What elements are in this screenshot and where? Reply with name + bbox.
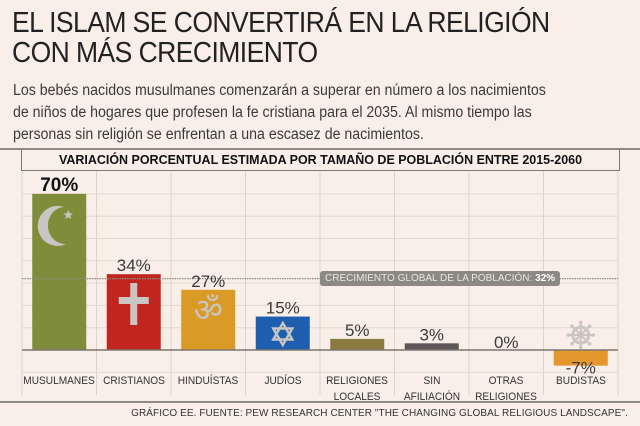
category-label-line: MUSULMANES: [23, 375, 95, 387]
title-line-2: CON MÁS CRECIMIENTO: [12, 37, 318, 69]
data-label-1: 70%: [40, 175, 78, 196]
bar-6: [404, 343, 459, 350]
reference-line-text: CRECIMIENTO GLOBAL DE LA POBLACIÓN:: [325, 273, 533, 285]
chart-title: VARIACIÓN PORCENTUAL ESTIMADA POR TAMAÑO…: [58, 152, 583, 167]
data-label-8: -7%: [566, 359, 596, 378]
category-label: OTRAS RELIGIONES: [469, 373, 543, 405]
data-label-7: 0%: [494, 333, 519, 352]
chart-title-box: VARIACIÓN PORCENTUAL ESTIMADA POR TAMAÑO…: [21, 150, 620, 171]
category-label-line: OTRAS: [488, 375, 524, 387]
data-label-6: 3%: [419, 325, 444, 344]
subtitle-line-3: personas sin religión se enfrentan a una…: [13, 126, 424, 143]
bar-3: [181, 289, 236, 350]
data-label-3: 27%: [191, 272, 225, 291]
dharma-wheel-icon: [566, 320, 596, 350]
subtitle: Los bebés nacidos musulmanes comenzarán …: [13, 80, 602, 146]
category-label-line: CRISTIANOS: [102, 375, 165, 387]
reference-line-label: CRECIMIENTO GLOBAL DE LA POBLACIÓN: 32%: [320, 271, 561, 287]
data-label-4: 15%: [266, 299, 300, 318]
category-label: CRISTIANOS: [97, 373, 171, 389]
crescent-star-icon: [37, 205, 73, 246]
star-of-david-icon: [271, 320, 295, 348]
source-credit: GRÁFICO EE. FUENTE: PEW RESEARCH CENTER …: [131, 407, 628, 419]
data-label-5: 5%: [345, 321, 370, 340]
subtitle-line-2: de niños de hogares que profesen la fe c…: [13, 104, 532, 121]
category-label: HINDUÍSTAS: [171, 373, 245, 389]
category-label-line: JUDÍOS: [264, 375, 302, 387]
svg-text:ॐ: ॐ: [194, 291, 223, 329]
category-label: MUSULMANES: [22, 373, 96, 389]
category-label-line: HINDUÍSTAS: [177, 375, 239, 387]
category-label-line: LOCALES: [333, 391, 381, 403]
om-icon: ॐ: [194, 291, 223, 329]
category-label-line: RELIGIONES: [326, 375, 389, 387]
category-label-line: BUDISTAS: [555, 375, 606, 387]
title-line-1: EL ISLAM SE CONVERTIRÁ EN LA RELIGIÓN: [12, 7, 550, 39]
reference-line-value: 32%: [535, 273, 556, 285]
category-label-line: SIN AFILIACIÓN: [403, 375, 460, 403]
category-label: RELIGIONES LOCALES: [320, 373, 394, 405]
category-label: BUDISTAS: [544, 373, 618, 389]
bar-5: [330, 338, 385, 350]
category-label-line: RELIGIONES: [475, 391, 538, 403]
bar-8: [553, 350, 608, 366]
cross-icon: [118, 283, 149, 325]
bottom-divider: [0, 401, 640, 403]
category-label: JUDÍOS: [246, 373, 320, 389]
category-label: SIN AFILIACIÓN: [395, 373, 469, 405]
subtitle-line-1: Los bebés nacidos musulmanes comenzarán …: [13, 82, 546, 99]
data-label-2: 34%: [117, 256, 151, 275]
page-title: EL ISLAM SE CONVERTIRÁ EN LA RELIGIÓN CO…: [12, 8, 589, 68]
top-divider: [0, 148, 640, 150]
